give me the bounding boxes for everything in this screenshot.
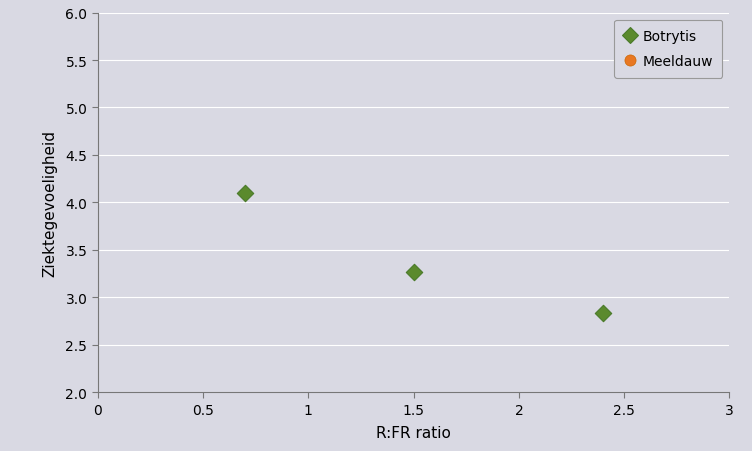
X-axis label: R:FR ratio: R:FR ratio	[376, 425, 451, 440]
Point	[408, 268, 420, 276]
Y-axis label: Ziektegevoeligheid: Ziektegevoeligheid	[42, 129, 57, 276]
Point	[597, 310, 609, 318]
Legend: Botrytis, Meeldauw: Botrytis, Meeldauw	[614, 20, 723, 79]
Point	[239, 190, 251, 197]
